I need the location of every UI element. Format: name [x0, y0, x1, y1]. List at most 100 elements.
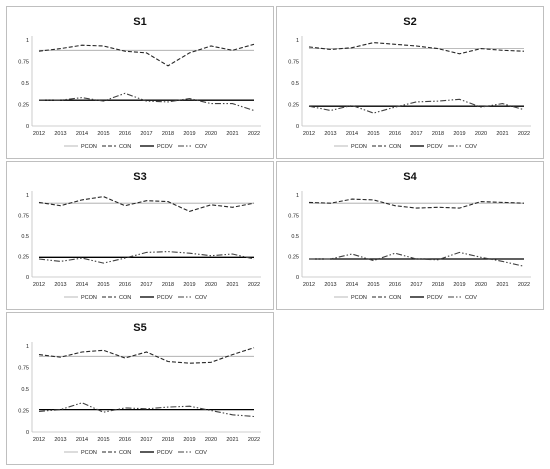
x-tick-label: 2021: [496, 282, 508, 288]
x-tick-label: 2017: [410, 131, 422, 137]
x-tick-label: 2021: [226, 437, 238, 443]
chart-panel-s3: S3 0 0.25 0.5 0.75 1 2012 2013 2014 2015 2016 2017 2…: [6, 161, 274, 310]
x-tick-label: 2015: [97, 437, 109, 443]
y-tick-label: 0.25: [18, 103, 29, 109]
chart-svg: S2 0 0.25 0.5 0.75 1 2012 2013 2014 2015 2016 2017 2…: [288, 16, 531, 150]
x-tick-label: 2015: [97, 282, 109, 288]
x-tick-label: 2013: [324, 131, 336, 137]
x-tick-label: 2016: [119, 131, 131, 137]
legend-label-pcov: PCOV: [427, 295, 443, 301]
legend-label-cov: COV: [195, 144, 207, 150]
x-tick-label: 2019: [453, 131, 465, 137]
chart-svg: S4 0 0.25 0.5 0.75 1 2012 2013 2014 2015 2016 2017 2…: [288, 171, 531, 301]
x-tick-label: 2012: [303, 131, 315, 137]
legend-label-pcov: PCOV: [427, 144, 443, 150]
legend-label-pcov: PCOV: [157, 450, 173, 456]
y-tick-label: 1: [26, 344, 29, 350]
chart-panel-s1: S1 0 0.25 0.5 0.75 1 2012 2013 2014 2015 2016 2017 2…: [6, 6, 274, 159]
legend-label-pcon: PCON: [81, 295, 97, 301]
series-line-cov: [309, 251, 525, 267]
legend-label-con: CON: [119, 295, 131, 301]
x-tick-label: 2020: [475, 131, 487, 137]
y-tick-label: 1: [26, 193, 29, 199]
chart-panel-s2: S2 0 0.25 0.5 0.75 1 2012 2013 2014 2015 2016 2017 2…: [276, 6, 544, 159]
legend-label-pcon: PCON: [351, 144, 367, 150]
y-tick-label: 0.25: [288, 103, 299, 109]
y-tick-label: 0.5: [21, 81, 29, 87]
x-tick-label: 2021: [226, 131, 238, 137]
chart-title: S1: [133, 16, 146, 28]
chart-svg: S5 0 0.25 0.5 0.75 1 2012 2013 2014 2015 2016 2017 2…: [18, 322, 261, 456]
x-tick-label: 2012: [33, 131, 45, 137]
x-tick-label: 2018: [432, 282, 444, 288]
x-tick-label: 2016: [389, 131, 401, 137]
legend-label-con: CON: [389, 295, 401, 301]
x-tick-label: 2015: [367, 282, 379, 288]
legend-label-con: CON: [389, 144, 401, 150]
x-tick-label: 2016: [119, 282, 131, 288]
legend-label-pcov: PCOV: [157, 144, 173, 150]
y-tick-label: 0: [296, 124, 299, 130]
x-tick-label: 2015: [367, 131, 379, 137]
x-tick-label: 2014: [76, 131, 88, 137]
x-tick-label: 2017: [140, 131, 152, 137]
x-tick-label: 2022: [248, 437, 260, 443]
y-tick-label: 1: [26, 38, 29, 44]
x-tick-label: 2015: [97, 131, 109, 137]
chart-svg: S3 0 0.25 0.5 0.75 1 2012 2013 2014 2015 2016 2017 2…: [18, 171, 261, 301]
x-tick-label: 2012: [33, 282, 45, 288]
x-tick-label: 2020: [475, 282, 487, 288]
x-tick-label: 2016: [119, 437, 131, 443]
x-tick-label: 2019: [183, 282, 195, 288]
x-tick-label: 2013: [54, 282, 66, 288]
y-tick-label: 0: [26, 275, 29, 281]
x-tick-label: 2022: [248, 131, 260, 137]
x-tick-label: 2017: [410, 282, 422, 288]
x-tick-label: 2018: [432, 131, 444, 137]
x-tick-label: 2012: [303, 282, 315, 288]
y-tick-label: 0.75: [18, 214, 29, 220]
chart-panel-s5: S5 0 0.25 0.5 0.75 1 2012 2013 2014 2015 2016 2017 2…: [6, 312, 274, 465]
legend-label-pcon: PCON: [81, 450, 97, 456]
series-line-cov: [308, 98, 525, 114]
x-tick-label: 2019: [183, 437, 195, 443]
legend-label-cov: COV: [195, 450, 207, 456]
x-tick-label: 2019: [453, 282, 465, 288]
y-tick-label: 0.25: [288, 255, 299, 261]
legend-label-cov: COV: [465, 144, 477, 150]
y-tick-label: 0: [26, 124, 29, 130]
x-tick-label: 2018: [162, 131, 174, 137]
legend-label-pcon: PCON: [351, 295, 367, 301]
chart-title: S5: [133, 322, 146, 334]
x-tick-label: 2014: [346, 131, 358, 137]
series-line-con: [308, 198, 525, 209]
y-tick-label: 0.5: [291, 81, 299, 87]
chart-title: S3: [133, 171, 146, 183]
series-line-cov: [39, 92, 255, 112]
chart-title: S2: [403, 16, 416, 28]
legend-label-pcov: PCOV: [157, 295, 173, 301]
series-line-con: [38, 196, 255, 212]
x-tick-label: 2014: [76, 282, 88, 288]
y-tick-label: 0.75: [18, 366, 29, 372]
legend-label-cov: COV: [465, 295, 477, 301]
legend-label-pcon: PCON: [81, 144, 97, 150]
x-tick-label: 2013: [324, 282, 336, 288]
series-line-con: [308, 42, 525, 55]
x-tick-label: 2022: [518, 131, 530, 137]
y-tick-label: 0.25: [18, 255, 29, 261]
x-tick-label: 2012: [33, 437, 45, 443]
x-tick-label: 2014: [76, 437, 88, 443]
x-tick-label: 2020: [205, 437, 217, 443]
x-tick-label: 2017: [140, 437, 152, 443]
x-tick-label: 2021: [496, 131, 508, 137]
x-tick-label: 2016: [389, 282, 401, 288]
legend-label-cov: COV: [195, 295, 207, 301]
x-tick-label: 2020: [205, 131, 217, 137]
x-tick-label: 2017: [140, 282, 152, 288]
y-tick-label: 0: [26, 430, 29, 436]
x-tick-label: 2022: [518, 282, 530, 288]
chart-panel-s4: S4 0 0.25 0.5 0.75 1 2012 2013 2014 2015 2016 2017 2…: [276, 161, 544, 310]
y-tick-label: 0.75: [288, 214, 299, 220]
x-tick-label: 2022: [248, 282, 260, 288]
